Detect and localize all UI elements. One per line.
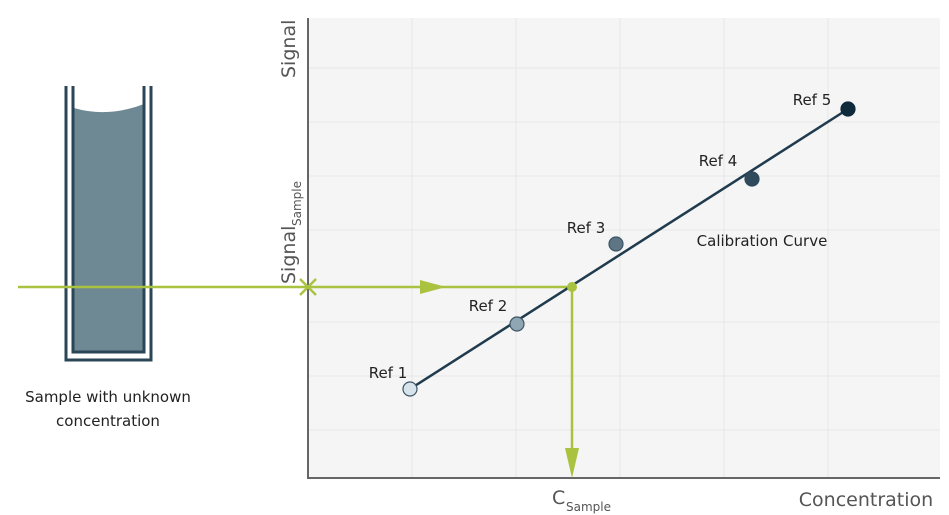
ref-label: Ref 2 [469,297,508,315]
ref-point [402,381,418,397]
y-axis-label: Signal [278,20,300,78]
ref-point [608,236,624,252]
grid [308,18,940,478]
x-axis-label: Concentration [799,489,933,511]
ref-label: Ref 1 [369,364,408,382]
plot-area [308,18,940,478]
ref-point [840,101,856,117]
curve-label: Calibration Curve [697,232,828,250]
sample-guide [18,278,574,460]
ref-point [744,171,760,187]
calibration-line [409,107,849,391]
arrow [565,448,579,478]
signal-sample-label: Signal Sample [278,181,304,284]
signal-sample-main: Signal [278,226,300,284]
liquid [74,104,144,352]
sample-label: concentration [56,412,160,430]
c-sample-main: C [552,487,565,509]
c-sample-label: C Sample [552,487,611,514]
axes [307,18,940,479]
ref-label: Ref 3 [567,219,606,237]
cuvette [64,86,153,362]
c-sample-sub: Sample [566,500,611,514]
arrow [420,280,446,294]
sample-label: Sample with unknown [25,388,191,406]
ref-label: Ref 5 [793,91,832,109]
signal-sample-sub: Sample [290,181,304,226]
ref-point [509,316,525,332]
sample-point [567,282,577,292]
ref-label: Ref 4 [699,152,738,170]
